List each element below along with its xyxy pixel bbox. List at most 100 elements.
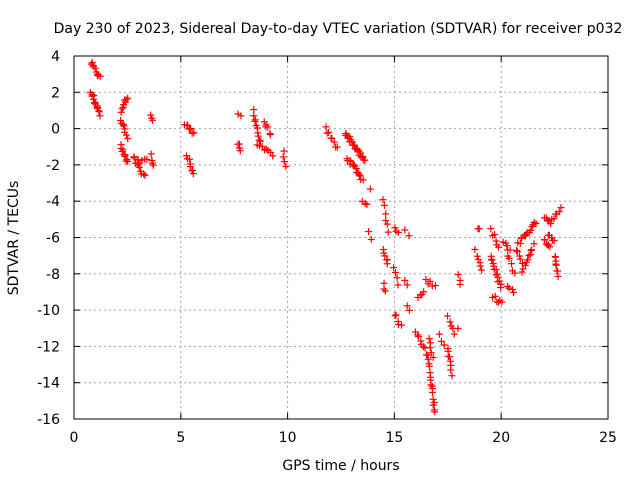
data-point [546,243,554,251]
data-point [505,254,513,262]
data-point [435,330,443,338]
data-point [428,388,436,396]
x-tick-label: 15 [385,430,403,446]
data-point [359,176,367,184]
data-point [264,123,272,131]
data-point [394,229,402,237]
data-point [427,349,435,357]
x-tick-label: 10 [279,430,297,446]
x-tick-label: 20 [492,430,510,446]
data-point [447,366,455,374]
x-axis-title: GPS time / hours [282,458,399,474]
data-point [495,243,503,251]
data-point [429,401,437,409]
data-point [540,236,548,244]
data-point [473,252,481,260]
data-point [383,220,391,228]
data-point [547,220,555,228]
data-point [524,256,532,264]
data-point [96,72,104,80]
data-point [557,204,565,212]
data-point [356,172,364,180]
axis-ticks [73,55,609,420]
data-point [183,152,191,160]
data-point [382,210,390,218]
data-point [488,256,496,264]
data-point [491,231,499,239]
data-point [504,283,512,291]
data-point [446,318,454,326]
data-point [149,161,157,169]
data-point [328,134,336,142]
data-point [117,108,125,116]
data-point [257,137,265,145]
data-point [497,284,505,292]
data-point [505,284,513,292]
data-point [513,246,521,254]
data-point [440,341,448,349]
data-point [190,129,198,137]
data-point [119,146,127,154]
data-point [280,147,288,155]
data-point [130,154,138,162]
y-tick-labels: 4 2 0 -2 -4 -6 -8 -10 -12 -14 -16 [37,49,60,428]
data-point [384,228,392,236]
data-point [492,237,500,245]
data-point [425,335,433,343]
data-point [513,248,521,256]
data-point [491,292,499,300]
data-point [525,252,533,260]
data-point [366,185,374,193]
data-point [392,269,400,277]
data-point [510,288,518,296]
data-point [519,265,527,273]
data-point [381,287,389,295]
data-point [414,332,422,340]
y-tick-label: -12 [37,339,60,355]
data-point [511,269,519,277]
data-point [506,246,514,254]
data-point [401,226,409,234]
data-point [426,277,434,285]
data-point [437,337,445,345]
chart-title: Day 230 of 2023, Sidereal Day-to-day VTE… [54,21,623,37]
data-point [392,311,400,319]
data-point [263,145,271,153]
data-point [141,171,149,179]
data-point [380,201,388,209]
data-point [414,331,422,339]
y-tick-label: -8 [46,267,60,283]
data-point [532,220,540,228]
data-point [391,312,399,320]
data-point [423,351,431,359]
y-tick-label: -10 [37,303,60,319]
data-point [427,381,435,389]
data-point [429,353,437,361]
data-point [122,96,130,104]
data-point [426,344,434,352]
data-point [416,291,424,299]
data-point [260,118,268,126]
data-point [555,208,563,216]
data-point [124,157,132,165]
data-point [518,268,526,276]
data-point [187,124,195,132]
data-point [330,138,338,146]
data-point [88,59,96,67]
data-point [382,217,390,225]
data-point [443,312,451,320]
data-point [487,225,495,233]
data-point [381,252,389,260]
data-point [509,285,517,293]
data-point [403,302,411,310]
data-point [94,103,102,111]
data-point [363,200,371,208]
data-point [516,252,524,260]
data-point [527,226,535,234]
data-point [425,362,433,370]
data-point [282,162,290,170]
data-point [394,321,402,329]
data-point [188,129,196,137]
y-tick-label: -2 [46,158,60,174]
